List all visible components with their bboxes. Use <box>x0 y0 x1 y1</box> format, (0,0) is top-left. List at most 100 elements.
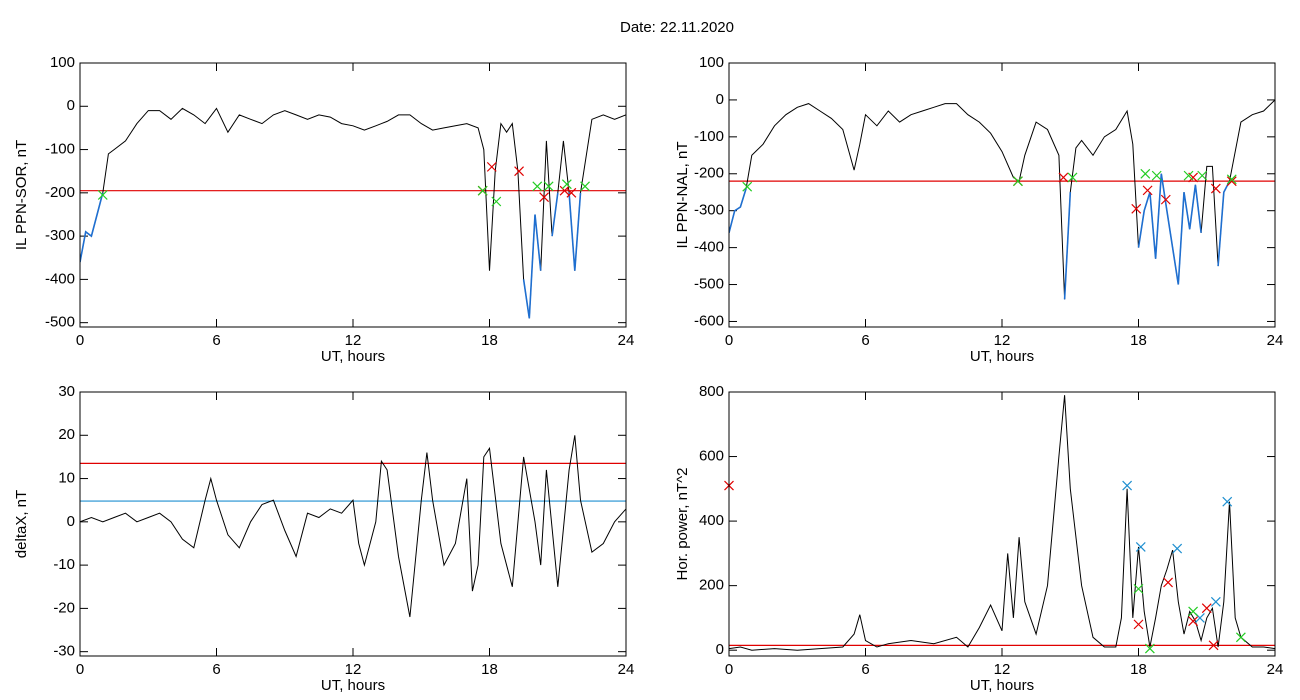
data-line <box>729 395 1275 651</box>
x-tick-label: 12 <box>345 332 362 349</box>
plot-frame <box>728 391 1276 657</box>
x-tick-label: 6 <box>861 661 869 678</box>
cross-marker <box>1163 577 1173 588</box>
y-axis-label: IL PPN-SOR, nT <box>13 140 30 250</box>
cross-marker <box>491 196 502 207</box>
cross-marker <box>1210 596 1221 607</box>
data-line <box>80 107 626 319</box>
x-axis-label: UT, hours <box>321 348 385 365</box>
cross-marker <box>1226 176 1237 187</box>
x-tick-label: 18 <box>1130 661 1147 678</box>
cross-marker <box>1151 170 1162 181</box>
cross-marker <box>1140 168 1151 179</box>
cross-marker <box>1133 619 1144 630</box>
y-tick-label: -200 <box>45 184 75 201</box>
x-tick-label: 24 <box>1267 661 1284 678</box>
x-tick-label: 0 <box>725 332 733 349</box>
cross-marker <box>1012 176 1023 187</box>
cross-marker <box>532 181 543 192</box>
y-tick-label: 10 <box>58 470 75 487</box>
y-tick-label: -100 <box>694 128 724 145</box>
y-tick-label: -300 <box>694 202 724 219</box>
y-tick-label: 0 <box>716 91 724 108</box>
y-tick-label: -500 <box>694 276 724 293</box>
y-axis-label: Hor. power, nT^2 <box>674 468 691 581</box>
cross-marker <box>477 185 488 196</box>
y-tick-label: 30 <box>58 383 75 400</box>
y-tick-label: 800 <box>699 383 724 400</box>
x-tick-label: 24 <box>618 661 635 678</box>
x-tick-label: 0 <box>725 661 733 678</box>
data-line <box>729 173 1231 300</box>
cross-marker <box>1183 170 1194 181</box>
x-tick-label: 6 <box>212 332 220 349</box>
plot-frame <box>728 62 1276 328</box>
x-tick-label: 12 <box>994 332 1011 349</box>
y-tick-label: -400 <box>694 239 724 256</box>
plot-frame <box>79 391 627 657</box>
cross-marker <box>543 181 554 192</box>
y-axis-label: IL PPN-NAL, nT <box>674 142 691 249</box>
y-tick-label: -200 <box>694 165 724 182</box>
y-tick-label: -100 <box>45 141 75 158</box>
cross-marker <box>1235 632 1246 643</box>
cross-marker <box>1131 203 1142 214</box>
cross-marker <box>1210 183 1221 194</box>
cross-marker <box>1122 480 1133 491</box>
y-axis-label: deltaX, nT <box>13 490 30 558</box>
cross-marker <box>566 187 577 198</box>
y-tick-label: -600 <box>694 312 724 329</box>
y-tick-label: 200 <box>699 577 724 594</box>
cross-marker <box>580 181 590 192</box>
cross-marker <box>559 185 570 196</box>
cross-marker <box>514 166 524 177</box>
cross-marker <box>1172 543 1183 554</box>
y-tick-label: 400 <box>699 512 724 529</box>
x-tick-label: 12 <box>345 661 362 678</box>
cross-marker <box>1133 583 1144 594</box>
y-tick-label: 100 <box>50 54 75 71</box>
cross-marker <box>539 192 550 203</box>
y-tick-label: 0 <box>67 97 75 114</box>
y-tick-label: -500 <box>45 314 75 331</box>
cross-marker <box>1226 174 1237 185</box>
x-tick-label: 6 <box>212 661 220 678</box>
x-tick-label: 24 <box>618 332 635 349</box>
cross-marker <box>97 190 108 200</box>
data-line <box>80 435 626 618</box>
cross-marker <box>1142 185 1153 196</box>
y-tick-label: -20 <box>53 599 75 616</box>
cross-marker <box>1067 172 1078 183</box>
y-tick-label: -10 <box>53 556 75 573</box>
y-tick-label: -30 <box>53 643 75 660</box>
cross-marker <box>486 161 497 172</box>
cross-marker <box>1188 606 1199 617</box>
x-axis-label: UT, hours <box>970 677 1034 694</box>
x-tick-label: 18 <box>1130 332 1147 349</box>
x-tick-label: 18 <box>481 332 498 349</box>
x-tick-label: 0 <box>76 661 84 678</box>
x-tick-label: 12 <box>994 661 1011 678</box>
cross-marker <box>1135 541 1146 552</box>
y-tick-label: -400 <box>45 270 75 287</box>
x-tick-label: 0 <box>76 332 84 349</box>
cross-marker <box>1201 603 1212 614</box>
y-tick-label: 600 <box>699 448 724 465</box>
cross-marker <box>561 179 572 190</box>
cross-marker <box>742 181 753 192</box>
cross-marker <box>1160 194 1171 205</box>
x-axis-label: UT, hours <box>970 348 1034 365</box>
y-tick-label: 20 <box>58 426 75 443</box>
x-tick-label: 24 <box>1267 332 1284 349</box>
x-tick-label: 18 <box>481 661 498 678</box>
x-tick-label: 6 <box>861 332 869 349</box>
y-tick-label: 0 <box>716 641 724 658</box>
cross-marker <box>1208 640 1219 651</box>
cross-marker <box>1144 643 1155 654</box>
y-tick-label: 100 <box>699 54 724 71</box>
chart-title: Date: 22.11.2020 <box>620 19 734 36</box>
cross-marker <box>1188 616 1199 627</box>
y-tick-label: -300 <box>45 227 75 244</box>
plot-frame <box>79 62 627 328</box>
